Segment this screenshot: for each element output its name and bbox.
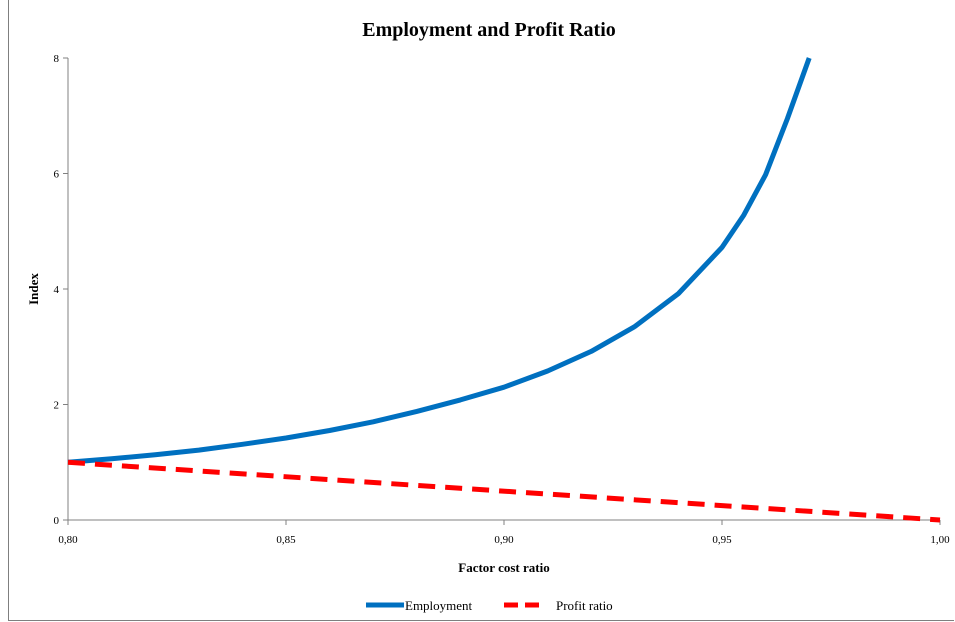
series-line-employment	[67, 57, 812, 465]
y-tick-label: 4	[54, 284, 60, 296]
x-tick-label: 1,00	[930, 534, 950, 546]
x-tick-label: 0,90	[494, 534, 514, 546]
x-tick-label: 0,85	[276, 534, 296, 546]
x-tick-label: 0,95	[712, 534, 732, 546]
y-tick-label: 6	[54, 169, 60, 181]
y-tick-label: 8	[54, 53, 60, 65]
y-tick-label: 2	[54, 400, 60, 412]
y-axis-title: Index	[26, 273, 41, 305]
x-tick-label: 0,80	[58, 534, 78, 546]
y-tick-label: 0	[54, 515, 60, 527]
legend-label: Profit ratio	[556, 598, 613, 613]
legend-label: Employment	[405, 598, 473, 613]
series-line-profit-ratio	[67, 459, 941, 523]
legend: Employment Profit ratio	[366, 598, 613, 613]
plot-area: 0 2 4 6 8 0,80 0,85 0,90 0,95 1,00	[54, 53, 951, 546]
chart-title: Employment and Profit Ratio	[362, 19, 616, 41]
chart-frame	[8, 0, 954, 621]
x-axis-title: Factor cost ratio	[458, 560, 549, 575]
